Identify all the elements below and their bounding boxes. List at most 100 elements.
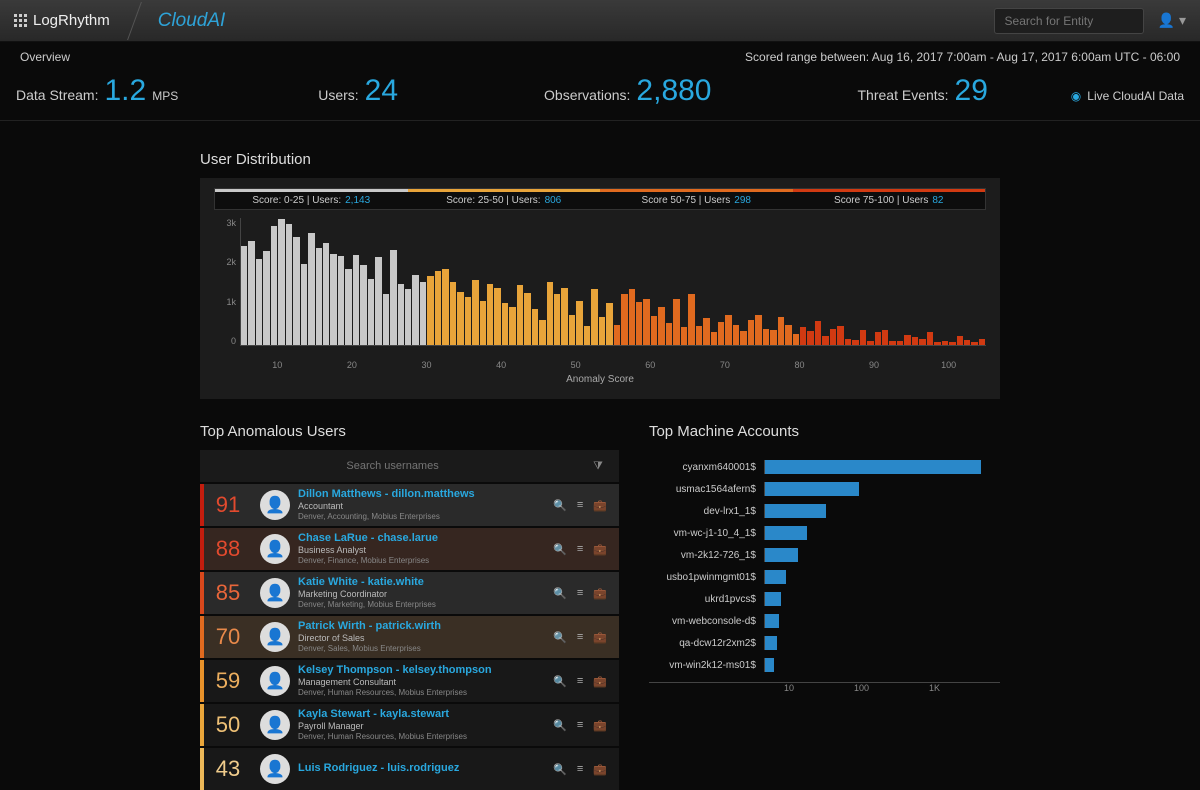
distribution-bar[interactable] (457, 292, 463, 345)
distribution-bar[interactable] (539, 320, 545, 345)
distribution-bar[interactable] (681, 327, 687, 345)
distribution-bar[interactable] (316, 248, 322, 345)
distribution-bar[interactable] (360, 265, 366, 345)
distribution-bar[interactable] (711, 332, 717, 345)
distribution-bar[interactable] (755, 315, 761, 345)
distribution-bar[interactable] (412, 275, 418, 345)
distribution-bar[interactable] (793, 334, 799, 345)
distribution-bar[interactable] (442, 269, 448, 345)
anomalous-user-row[interactable]: 91👤Dillon Matthews - dillon.matthewsAcco… (200, 484, 619, 526)
distribution-bar[interactable] (465, 297, 471, 345)
anomalous-user-row[interactable]: 50👤Kayla Stewart - kayla.stewartPayroll … (200, 704, 619, 746)
briefcase-icon[interactable]: 💼 (593, 543, 607, 556)
distribution-bar[interactable] (241, 246, 247, 345)
distribution-bar[interactable] (904, 335, 910, 345)
distribution-bar[interactable] (934, 342, 940, 345)
distribution-bar[interactable] (696, 326, 702, 345)
briefcase-icon[interactable]: 💼 (593, 675, 607, 688)
distribution-bar[interactable] (845, 339, 851, 345)
distribution-bar[interactable] (591, 289, 597, 345)
username-search-input[interactable] (204, 454, 581, 478)
distribution-bar[interactable] (338, 256, 344, 345)
distribution-bar[interactable] (673, 299, 679, 345)
distribution-bar[interactable] (450, 282, 456, 346)
distribution-bar[interactable] (867, 341, 873, 345)
search-icon[interactable]: 🔍 (553, 499, 567, 512)
distribution-bar[interactable] (778, 317, 784, 345)
anomalous-user-row[interactable]: 85👤Katie White - katie.whiteMarketing Co… (200, 572, 619, 614)
distribution-bar[interactable] (524, 293, 530, 345)
distribution-bar[interactable] (718, 322, 724, 345)
machine-row[interactable]: ukrd1pvcs$ (649, 588, 1000, 610)
distribution-bar[interactable] (807, 331, 813, 345)
distribution-bar[interactable] (643, 299, 649, 345)
briefcase-icon[interactable]: 💼 (593, 499, 607, 512)
distribution-bar[interactable] (599, 317, 605, 345)
distribution-bar[interactable] (964, 340, 970, 345)
distribution-bar[interactable] (629, 289, 635, 345)
anomalous-user-row[interactable]: 88👤Chase LaRue - chase.larueBusiness Ana… (200, 528, 619, 570)
briefcase-icon[interactable]: 💼 (593, 587, 607, 600)
machine-row[interactable]: vm-webconsole-d$ (649, 610, 1000, 632)
machine-row[interactable]: qa-dcw12r2xm2$ (649, 632, 1000, 654)
filter-icon[interactable]: ⧩ (581, 460, 615, 473)
distribution-bar[interactable] (494, 288, 500, 345)
distribution-bar[interactable] (584, 326, 590, 345)
machine-row[interactable]: vm-wc-j1-10_4_1$ (649, 522, 1000, 544)
distribution-bar[interactable] (405, 289, 411, 345)
briefcase-icon[interactable]: 💼 (593, 763, 607, 776)
distribution-bar[interactable] (368, 279, 374, 345)
briefcase-icon[interactable]: 💼 (593, 719, 607, 732)
distribution-bar[interactable] (919, 339, 925, 345)
list-icon[interactable]: ≡ (577, 499, 583, 512)
distribution-bar[interactable] (502, 303, 508, 345)
distribution-bar[interactable] (398, 284, 404, 345)
distribution-bar[interactable] (942, 341, 948, 345)
distribution-bar[interactable] (278, 219, 284, 345)
distribution-bar[interactable] (517, 285, 523, 345)
distribution-bar[interactable] (248, 241, 254, 345)
distribution-bar[interactable] (949, 342, 955, 345)
machine-row[interactable]: usmac1564afern$ (649, 478, 1000, 500)
distribution-bar[interactable] (427, 276, 433, 345)
list-icon[interactable]: ≡ (577, 587, 583, 600)
distribution-bar[interactable] (688, 294, 694, 345)
distribution-bar[interactable] (390, 250, 396, 345)
distribution-bar[interactable] (651, 316, 657, 345)
score-segment[interactable]: Score: 25-50 | Users: 806 (408, 189, 601, 209)
distribution-bar[interactable] (979, 339, 985, 345)
distribution-bar[interactable] (927, 332, 933, 345)
machine-row[interactable]: vm-2k12-726_1$ (649, 544, 1000, 566)
distribution-bar[interactable] (554, 294, 560, 345)
distribution-bar[interactable] (860, 330, 866, 345)
distribution-bar[interactable] (308, 233, 314, 345)
distribution-bar[interactable] (770, 330, 776, 345)
user-menu-button[interactable]: 👤▾ (1158, 12, 1186, 29)
distribution-bar[interactable] (621, 294, 627, 345)
distribution-bar[interactable] (487, 284, 493, 345)
distribution-bar[interactable] (509, 307, 515, 345)
anomalous-user-row[interactable]: 59👤Kelsey Thompson - kelsey.thompsonMana… (200, 660, 619, 702)
distribution-bar[interactable] (971, 342, 977, 345)
score-segment[interactable]: Score 50-75 | Users 298 (600, 189, 793, 209)
distribution-bar[interactable] (889, 341, 895, 345)
distribution-bar[interactable] (606, 303, 612, 345)
machine-row[interactable]: dev-lrx1_1$ (649, 500, 1000, 522)
distribution-bar[interactable] (912, 337, 918, 345)
distribution-bar[interactable] (875, 332, 881, 345)
distribution-bar[interactable] (256, 259, 262, 345)
distribution-bar[interactable] (852, 340, 858, 345)
distribution-bar[interactable] (263, 251, 269, 345)
distribution-bar[interactable] (383, 294, 389, 345)
distribution-bar[interactable] (666, 323, 672, 345)
distribution-bar[interactable] (800, 327, 806, 345)
machine-row[interactable]: cyanxm640001$ (649, 456, 1000, 478)
list-icon[interactable]: ≡ (577, 763, 583, 776)
distribution-bar[interactable] (785, 325, 791, 345)
distribution-bar[interactable] (576, 301, 582, 345)
distribution-bar[interactable] (345, 269, 351, 345)
distribution-bar[interactable] (957, 336, 963, 345)
distribution-bar[interactable] (271, 226, 277, 345)
distribution-bar[interactable] (882, 330, 888, 345)
distribution-bar[interactable] (636, 302, 642, 345)
